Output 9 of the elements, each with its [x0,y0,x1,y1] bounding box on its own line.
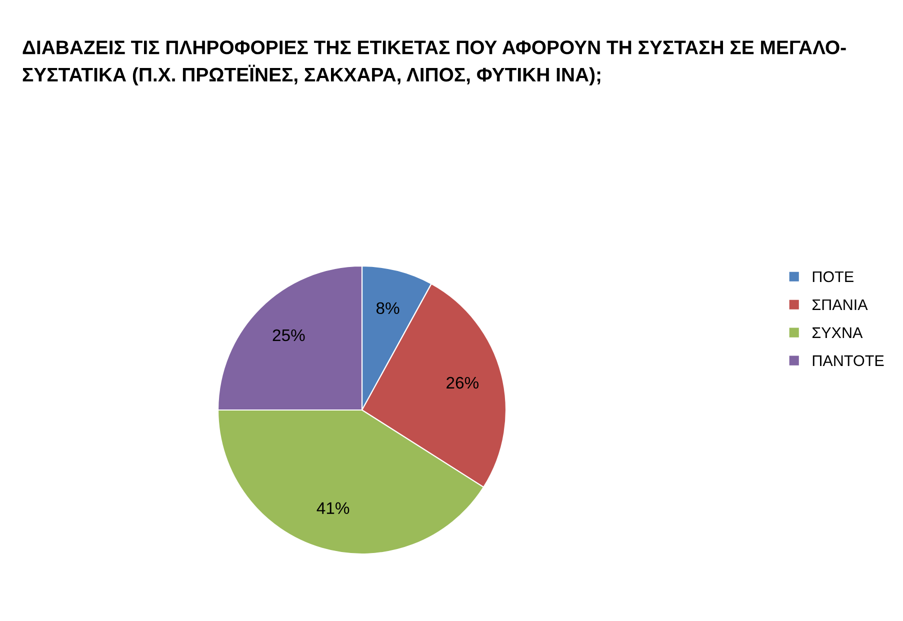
legend-label: ΠΟΤΕ [812,271,854,282]
data-label: 41% [316,502,350,514]
data-label: 8% [376,302,400,314]
data-label: 26% [446,376,479,389]
legend-label: ΣΥΧΝΑ [812,327,863,338]
chart-title: ΔΙΑΒΑΖΕΙΣ ΤΙΣ ΠΛΗΡΟΦΟΡΙΕΣ ΤΗΣ ΕΤΙΚΕΤΑΣ ΠΟΥ ΑΦΟΡΟΥΝ ΤΗ ΣΥΣΤΑΣΗ ΣΕ ΜΕΓΑΛΟ- ΣΥΣΤΑΤΙΚΑ (Π.Χ. ΠΡΩΤΕΪΝΕΣ, ΣΑΚΧΑΡΑ, ΛΙΠΟΣ, ΦΥΤΙΚΗ ΙΝΑ); [22,40,846,86]
legend-label: ΣΠΑΝΙΑ [812,299,868,310]
data-label: 25% [272,329,305,342]
legend-label: ΠΑΝΤΟΤΕ [812,355,884,366]
